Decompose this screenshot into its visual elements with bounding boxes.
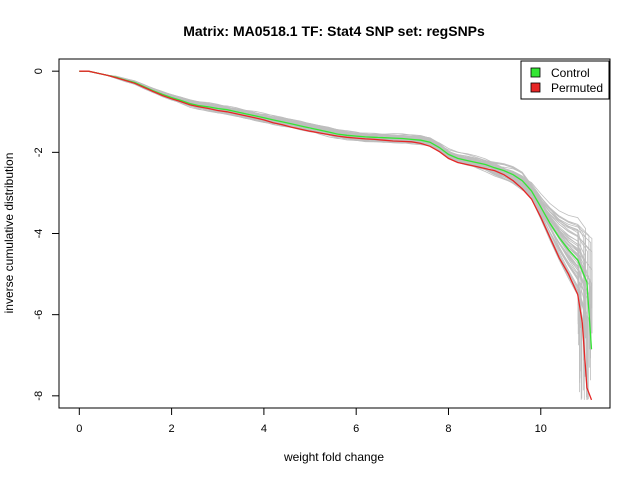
x-tick-label: 6: [353, 423, 359, 435]
x-tick-label: 10: [535, 423, 547, 435]
legend-swatch-control: [530, 67, 541, 78]
series-lines: [79, 70, 593, 401]
legend-swatch-permuted: [530, 82, 541, 93]
y-axis-label: inverse cumulative distribution: [2, 153, 16, 314]
chart-title: Matrix: MA0518.1 TF: Stat4 SNP set: regS…: [183, 23, 485, 39]
x-tick-label: 2: [169, 423, 175, 435]
x-axis: 0 2 4 6 8 10: [76, 407, 547, 435]
x-axis-label: weight fold change: [283, 450, 384, 464]
x-tick-label: 4: [261, 423, 267, 435]
y-tick-label: -8: [33, 391, 45, 401]
y-axis: 0 -2 -4 -6 -8: [33, 68, 60, 401]
legend: Control Permuted: [520, 60, 610, 100]
legend-box: [520, 60, 610, 100]
series-line-permuted: [79, 70, 593, 401]
x-tick-label: 0: [76, 423, 82, 435]
y-tick-label: -4: [33, 229, 45, 239]
x-tick-label: 8: [445, 423, 451, 435]
series-line-control: [79, 70, 593, 350]
y-tick-label: 0: [33, 68, 45, 74]
y-tick-label: -6: [33, 310, 45, 320]
legend-label-permuted: Permuted: [551, 81, 603, 95]
y-tick-label: -2: [33, 147, 45, 157]
permutation-line: [79, 70, 583, 399]
legend-label-control: Control: [551, 66, 590, 80]
